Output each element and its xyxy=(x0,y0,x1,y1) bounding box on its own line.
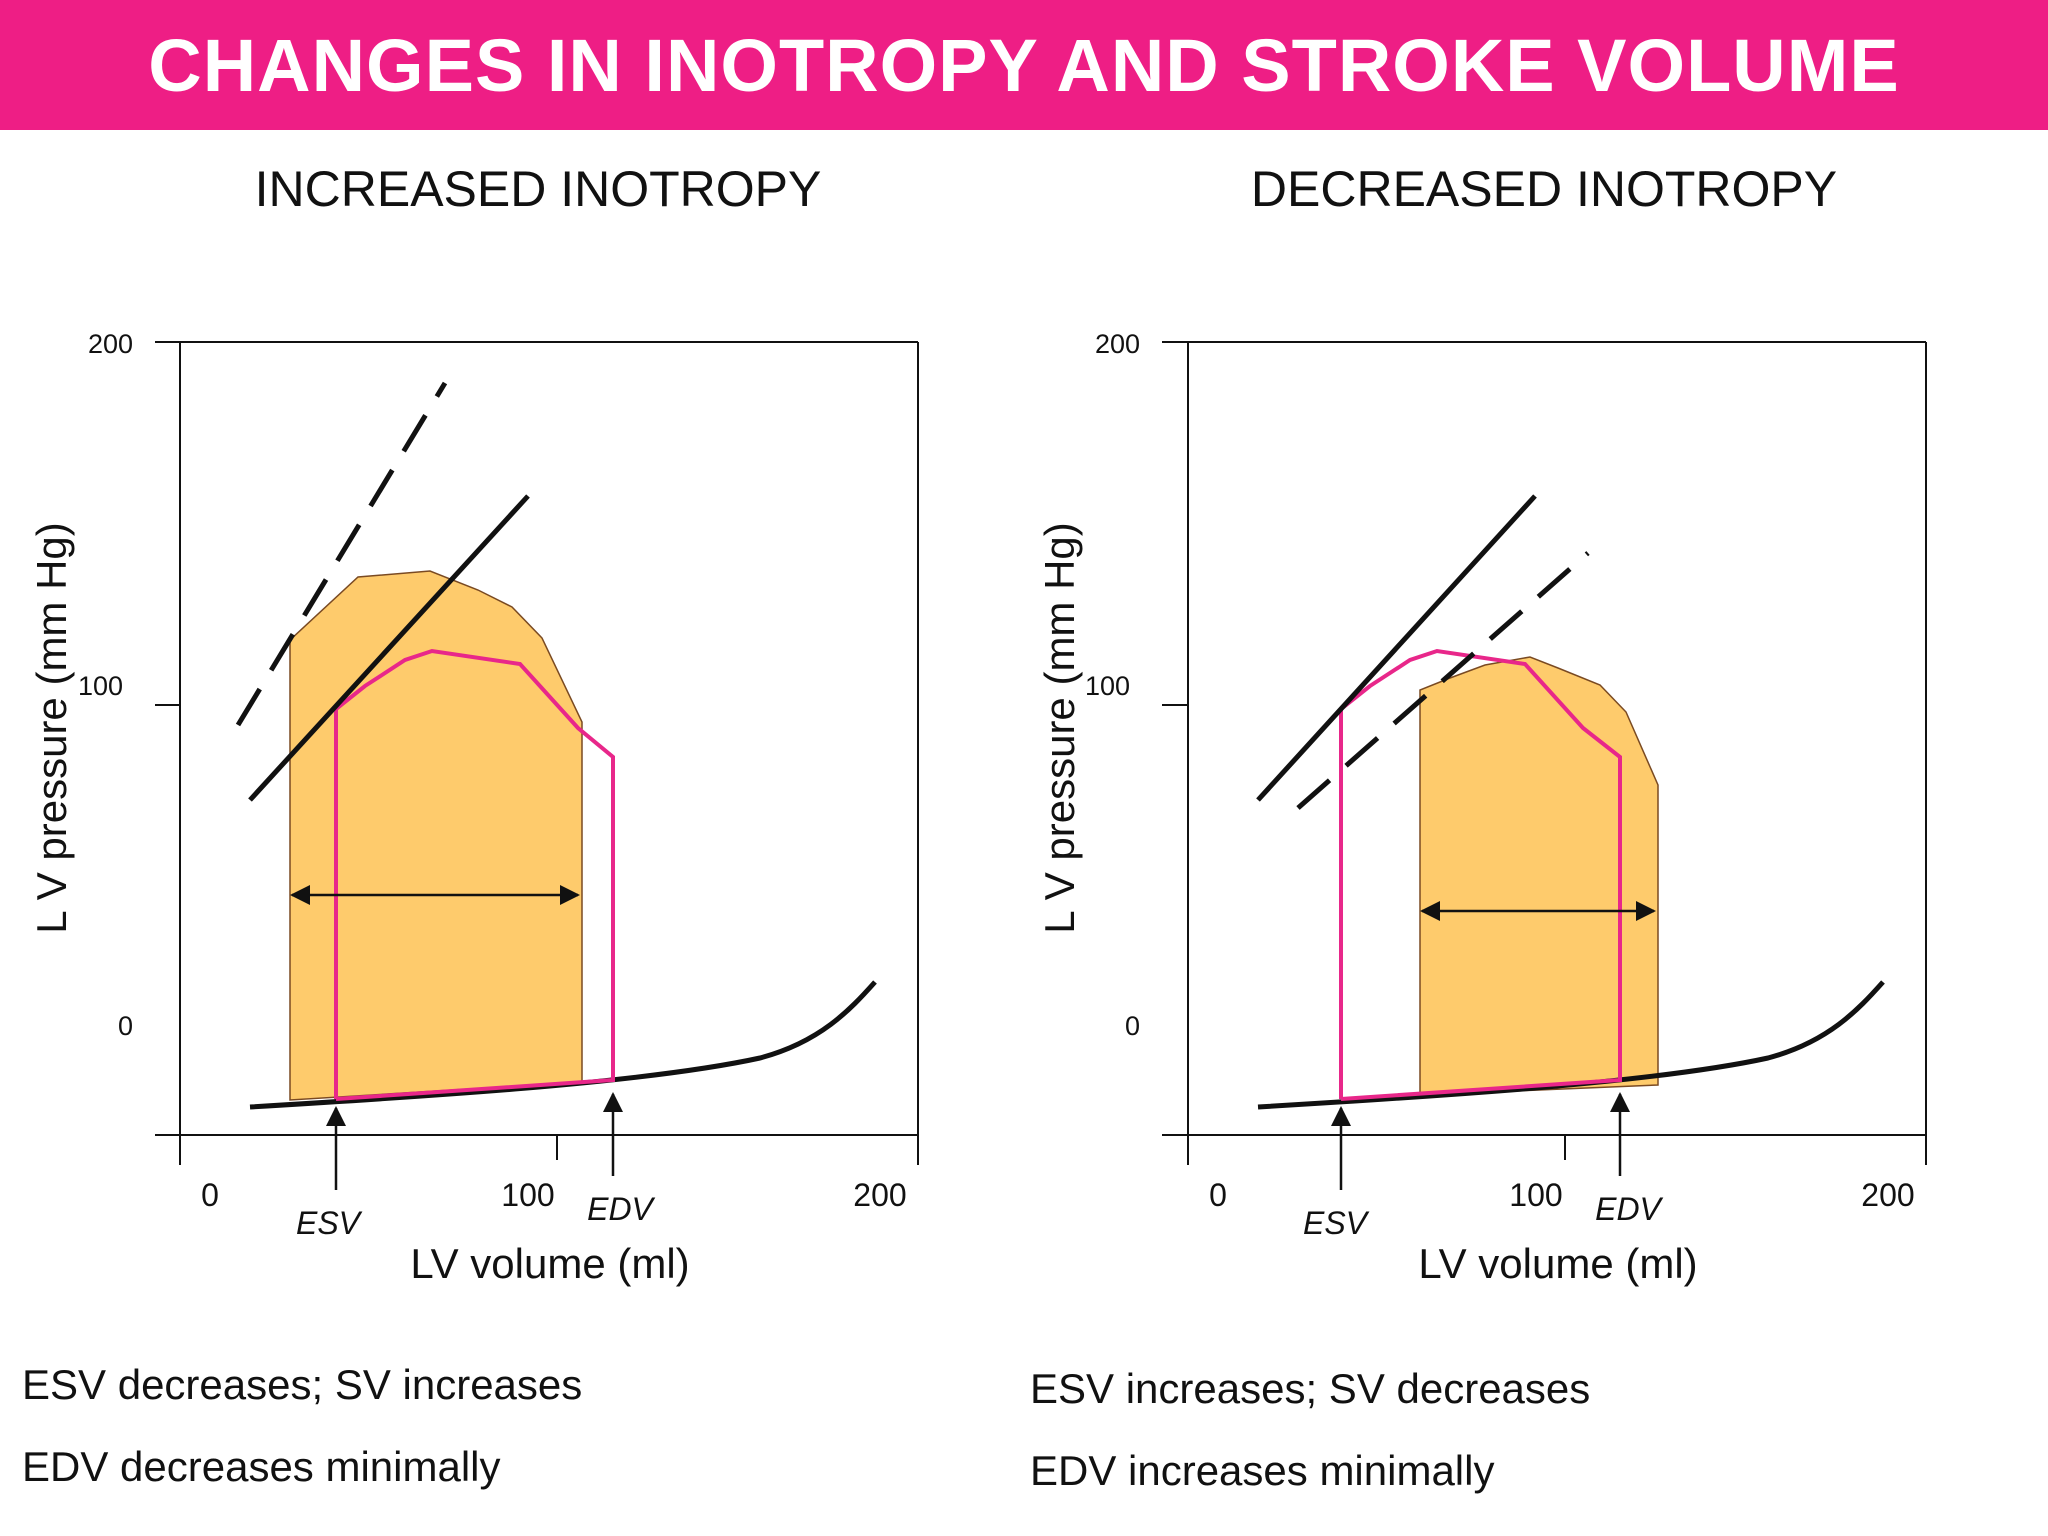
x-tick-label-200: 200 xyxy=(1861,1177,1914,1213)
panel-title-decreased: DECREASED INOTROPY xyxy=(1250,161,1838,217)
x-tick-label-100: 100 xyxy=(1509,1177,1562,1213)
page-title: CHANGES IN INOTROPY AND STROKE VOLUME xyxy=(148,23,1900,107)
x-tick-label-0: 0 xyxy=(201,1177,219,1213)
y-axis-label: L V pressure (mm Hg) xyxy=(1036,522,1083,934)
y-tick-marks xyxy=(155,341,180,1136)
esv-label: ESV xyxy=(1303,1205,1370,1241)
plot-frame xyxy=(179,341,919,1165)
y-tick-label-100: 100 xyxy=(78,671,123,701)
x-tick-label-0: 0 xyxy=(1209,1177,1227,1213)
new-espvr-dashed-line xyxy=(235,381,448,727)
y-axis-label: L V pressure (mm Hg) xyxy=(28,522,75,934)
note-esv-sv: ESV decreases; SV increases xyxy=(22,1361,583,1408)
new-pv-loop-shaded xyxy=(289,570,583,1101)
y-tick-label-200: 200 xyxy=(1095,329,1140,359)
edpvr-curve xyxy=(1257,980,1885,1110)
edv-label: EDV xyxy=(587,1191,655,1227)
y-tick-label-100: 100 xyxy=(1085,671,1130,701)
notes-increased: ESV decreases; SV increases EDV decrease… xyxy=(22,1344,582,1508)
new-pv-loop-shaded xyxy=(1419,656,1659,1096)
y-tick-label-0: 0 xyxy=(1125,1011,1140,1041)
baseline-espvr-line xyxy=(248,494,530,802)
y-tick-label-0: 0 xyxy=(118,1011,133,1041)
x-tick-label-100: 100 xyxy=(501,1177,554,1213)
esv-label: ESV xyxy=(296,1205,363,1241)
title-banner: CHANGES IN INOTROPY AND STROKE VOLUME xyxy=(0,0,2048,130)
new-espvr-dashed-line xyxy=(1296,551,1590,810)
note-edv: EDV decreases minimally xyxy=(22,1443,501,1490)
edpvr-curve xyxy=(249,980,877,1110)
panel-title-increased: INCREASED INOTROPY xyxy=(254,161,822,217)
edv-label: EDV xyxy=(1595,1191,1663,1227)
notes-decreased: ESV increases; SV decreases EDV increase… xyxy=(1030,1348,1590,1512)
y-tick-label-200: 200 xyxy=(88,329,133,359)
x-axis-label: LV volume (ml) xyxy=(410,1240,689,1287)
x-axis-label: LV volume (ml) xyxy=(1418,1240,1697,1287)
baseline-espvr-line xyxy=(1256,494,1537,802)
baseline-pv-loop xyxy=(334,648,615,1101)
plot-frame xyxy=(1187,341,1927,1165)
note-edv: EDV increases minimally xyxy=(1030,1447,1495,1494)
y-tick-marks xyxy=(1162,341,1188,1136)
note-esv-sv: ESV increases; SV decreases xyxy=(1030,1365,1591,1412)
x-tick-label-200: 200 xyxy=(853,1177,906,1213)
